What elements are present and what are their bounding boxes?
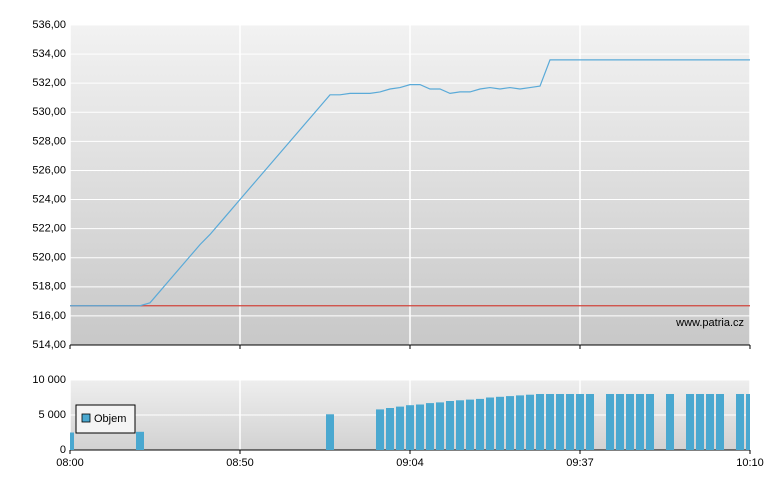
- y-tick-label: 536,00: [32, 19, 66, 31]
- y-tick-label: 522,00: [32, 223, 66, 235]
- volume-bar: [746, 394, 750, 450]
- volume-bar: [476, 398, 484, 450]
- volume-bar: [136, 431, 144, 450]
- x-tick-label: 08:50: [226, 457, 254, 469]
- legend-label: Objem: [94, 413, 126, 425]
- watermark: www.patria.cz: [675, 317, 744, 329]
- volume-bar: [326, 414, 334, 450]
- volume-bar: [616, 394, 624, 450]
- volume-bar: [466, 399, 474, 450]
- volume-bar: [626, 394, 634, 450]
- x-tick-label: 10:10: [736, 457, 764, 469]
- y-tick-label: 5 000: [38, 409, 66, 421]
- y-tick-label: 530,00: [32, 106, 66, 118]
- x-tick-label: 08:00: [56, 457, 84, 469]
- volume-bar: [436, 402, 444, 450]
- price-line: [70, 59, 750, 307]
- x-tick-label: 09:37: [566, 457, 594, 469]
- y-tick-label: 10 000: [32, 374, 66, 386]
- volume-bar: [606, 394, 614, 450]
- y-tick-label: 532,00: [32, 77, 66, 89]
- y-tick-label: 534,00: [32, 48, 66, 60]
- volume-bar: [696, 394, 704, 450]
- volume-bar: [536, 394, 544, 450]
- x-tick-label: 09:04: [396, 457, 424, 469]
- volume-bar: [546, 394, 554, 450]
- volume-bar: [576, 394, 584, 450]
- volume-bar: [456, 400, 464, 450]
- volume-bar: [376, 409, 384, 450]
- volume-bar: [406, 405, 414, 450]
- y-tick-label: 514,00: [32, 339, 66, 351]
- volume-bar: [516, 395, 524, 450]
- volume-bar: [666, 394, 674, 450]
- y-tick-label: 520,00: [32, 252, 66, 264]
- volume-bar: [526, 394, 534, 450]
- volume-bar: [716, 394, 724, 450]
- volume-bar: [556, 394, 564, 450]
- volume-bar: [386, 408, 394, 450]
- volume-bar: [636, 394, 644, 450]
- y-tick-label: 526,00: [32, 164, 66, 176]
- y-tick-label: 516,00: [32, 310, 66, 322]
- volume-bar: [416, 404, 424, 450]
- volume-bar: [396, 406, 404, 450]
- volume-bar: [586, 394, 594, 450]
- volume-bar: [566, 394, 574, 450]
- volume-bar: [70, 432, 74, 450]
- volume-bar: [686, 394, 694, 450]
- volume-bar: [646, 394, 654, 450]
- volume-bar: [496, 396, 504, 450]
- y-tick-label: 524,00: [32, 193, 66, 205]
- legend-swatch: [81, 413, 91, 423]
- y-tick-label: 0: [60, 444, 66, 456]
- y-tick-label: 518,00: [32, 281, 66, 293]
- volume-bar: [426, 403, 434, 450]
- y-tick-label: 528,00: [32, 135, 66, 147]
- volume-bar: [446, 401, 454, 450]
- volume-bar: [506, 396, 514, 450]
- volume-bar: [706, 394, 714, 450]
- volume-bar: [736, 394, 744, 450]
- volume-bar: [486, 397, 494, 450]
